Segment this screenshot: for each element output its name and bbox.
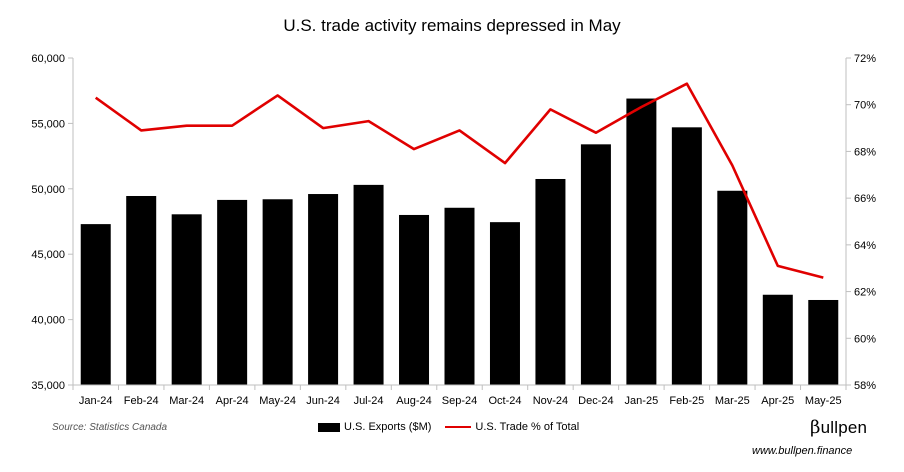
x-tick-label: Jan-24: [79, 395, 113, 407]
bar: [262, 199, 293, 385]
brand-website: www.bullpen.finance: [752, 445, 853, 457]
x-tick-label: May-24: [259, 395, 296, 407]
right-tick-label: 58%: [854, 380, 876, 392]
x-tick-label: Dec-24: [578, 395, 613, 407]
x-tick-label: Jun-24: [306, 395, 340, 407]
left-tick-label: 45,000: [31, 249, 65, 261]
x-tick-label: Feb-25: [669, 395, 704, 407]
right-tick-label: 72%: [854, 53, 876, 65]
right-tick-label: 68%: [854, 146, 876, 158]
right-tick-label: 66%: [854, 193, 876, 205]
bar: [489, 222, 520, 385]
bar: [671, 127, 702, 385]
legend-label-trade-share: U.S. Trade % of Total: [475, 421, 580, 433]
legend: U.S. Exports ($M) U.S. Trade % of Total: [318, 421, 593, 433]
chart-title: U.S. trade activity remains depressed in…: [283, 16, 621, 35]
source-note: Source: Statistics Canada: [52, 422, 168, 433]
axes-layer: [68, 57, 851, 390]
bar: [762, 294, 793, 385]
bar: [808, 299, 839, 385]
x-tick-label: Aug-24: [396, 395, 431, 407]
brand-logo: βullpen: [810, 417, 867, 438]
x-tick-label: Feb-24: [124, 395, 159, 407]
bar: [580, 144, 611, 385]
bar: [717, 190, 748, 385]
x-tick-label: Jul-24: [354, 395, 384, 407]
labels-layer: 35,000 40,000 45,000 50,000 55,000 60,000 58% 6…: [31, 53, 876, 407]
bar: [217, 199, 248, 385]
left-tick-label: 55,000: [31, 118, 65, 130]
x-tick-label: Apr-25: [761, 395, 794, 407]
x-tick-label: Oct-24: [488, 395, 521, 407]
brand-name: ullpen: [820, 418, 868, 437]
bar: [171, 214, 202, 385]
right-tick-label: 60%: [854, 333, 876, 345]
brand-mark: β: [810, 417, 821, 438]
legend-item-exports: U.S. Exports ($M): [318, 421, 431, 433]
bar: [535, 178, 566, 385]
left-tick-label: 40,000: [31, 315, 65, 327]
left-tick-label: 60,000: [31, 53, 65, 65]
line-layer: [94, 82, 824, 279]
legend-label-exports: U.S. Exports ($M): [344, 421, 432, 433]
right-tick-label: 64%: [854, 240, 876, 252]
bars-layer: [80, 98, 839, 385]
x-tick-label: Sep-24: [442, 395, 477, 407]
bar: [444, 207, 475, 385]
right-tick-label: 70%: [854, 100, 876, 112]
bar: [399, 214, 430, 385]
legend-line-swatch: [445, 426, 472, 428]
x-tick-label: Mar-24: [169, 395, 204, 407]
bar: [353, 184, 384, 385]
legend-bar-swatch: [318, 422, 340, 432]
x-tick-label: Jan-25: [625, 395, 659, 407]
left-tick-label: 35,000: [31, 380, 65, 392]
legend-item-trade-share: U.S. Trade % of Total: [445, 421, 579, 433]
x-tick-label: Nov-24: [533, 395, 568, 407]
left-tick-label: 50,000: [31, 184, 65, 196]
right-tick-label: 62%: [854, 287, 876, 299]
bar: [308, 194, 339, 385]
bar: [126, 195, 157, 385]
x-tick-label: Apr-24: [216, 395, 249, 407]
bar: [626, 98, 657, 385]
x-tick-label: Mar-25: [715, 395, 750, 407]
bar: [80, 224, 111, 385]
x-tick-label: May-25: [805, 395, 842, 407]
